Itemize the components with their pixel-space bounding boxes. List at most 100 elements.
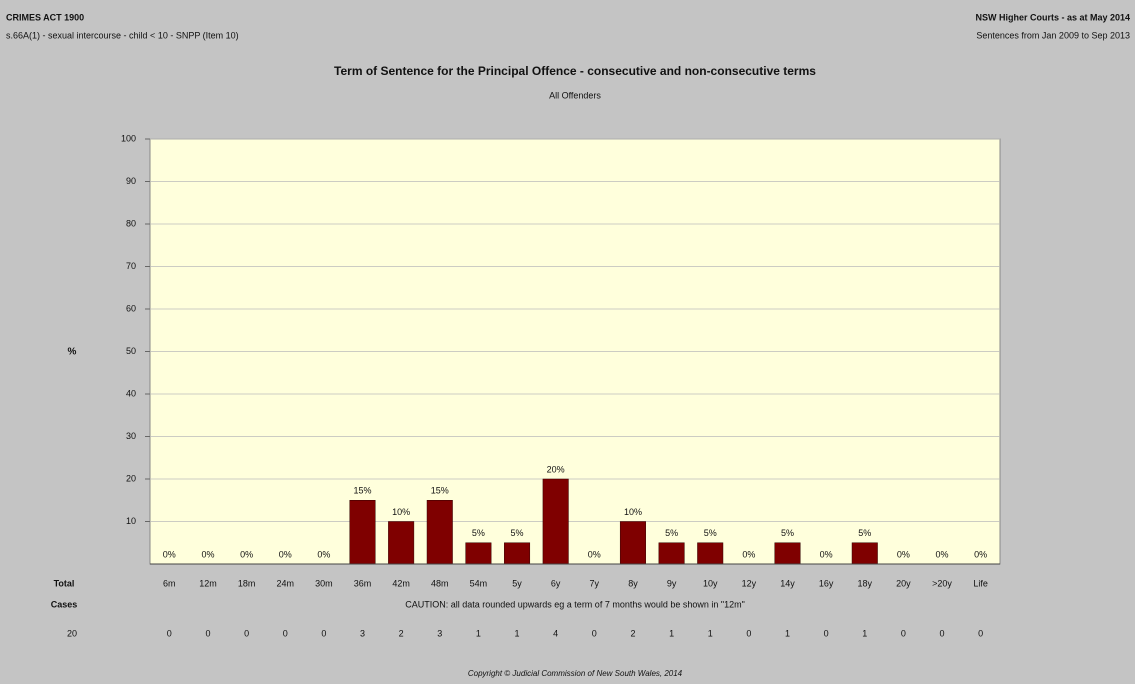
x-tick-label: 18y — [858, 578, 873, 588]
y-tick-label: 100 — [121, 133, 136, 143]
value-label: 0% — [936, 549, 949, 559]
case-count: 2 — [399, 628, 404, 638]
x-tick-label: 36m — [354, 578, 372, 588]
bar — [774, 542, 801, 565]
y-tick-label: 10 — [126, 516, 136, 526]
case-count: 0 — [824, 628, 829, 638]
x-tick-label: 5y — [512, 578, 522, 588]
header-right-title: NSW Higher Courts - as at May 2014 — [975, 12, 1130, 22]
value-label: 0% — [163, 549, 176, 559]
y-tick-label: 40 — [126, 388, 136, 398]
value-label: 0% — [317, 549, 330, 559]
bar — [619, 521, 646, 565]
bar — [504, 542, 531, 565]
y-tick-label: 90 — [126, 176, 136, 186]
value-label: 0% — [240, 549, 253, 559]
caution-note: CAUTION: all data rounded upwards eg a t… — [405, 599, 745, 609]
x-tick-label: Life — [973, 578, 988, 588]
x-tick-label: 7y — [590, 578, 600, 588]
case-count: 0 — [205, 628, 210, 638]
case-count: 0 — [592, 628, 597, 638]
value-label: 5% — [781, 528, 794, 538]
copyright: Copyright © Judicial Commission of New S… — [468, 669, 683, 678]
x-tick-label: >20y — [932, 578, 952, 588]
value-label: 0% — [588, 549, 601, 559]
total-cases: 20 — [67, 628, 77, 638]
cases-label: Cases — [51, 599, 78, 609]
case-count: 1 — [515, 628, 520, 638]
y-tick-label: 70 — [126, 261, 136, 271]
case-count: 0 — [901, 628, 906, 638]
y-tick-label: 20 — [126, 473, 136, 483]
x-tick-label: 8y — [628, 578, 638, 588]
x-tick-label: 16y — [819, 578, 834, 588]
x-tick-label: 10y — [703, 578, 718, 588]
case-count: 3 — [360, 628, 365, 638]
x-tick-label: 12m — [199, 578, 217, 588]
bar — [851, 542, 878, 565]
case-count: 1 — [669, 628, 674, 638]
value-label: 10% — [392, 507, 410, 517]
case-count: 0 — [978, 628, 983, 638]
case-count: 1 — [862, 628, 867, 638]
case-count: 0 — [283, 628, 288, 638]
value-label: 0% — [279, 549, 292, 559]
value-label: 15% — [353, 486, 371, 496]
value-label: 5% — [665, 528, 678, 538]
bar — [349, 500, 376, 565]
bar — [388, 521, 415, 565]
header-left-title: CRIMES ACT 1900 — [6, 12, 84, 22]
value-label: 0% — [897, 549, 910, 559]
case-count: 0 — [167, 628, 172, 638]
case-count: 0 — [746, 628, 751, 638]
x-tick-label: 30m — [315, 578, 333, 588]
case-count: 2 — [630, 628, 635, 638]
value-label: 5% — [472, 528, 485, 538]
x-tick-label: 6m — [163, 578, 176, 588]
case-count: 3 — [437, 628, 442, 638]
header-right-subtitle: Sentences from Jan 2009 to Sep 2013 — [976, 30, 1130, 40]
value-label: 5% — [704, 528, 717, 538]
x-tick-label: 42m — [392, 578, 410, 588]
value-label: 0% — [974, 549, 987, 559]
y-tick-label: 80 — [126, 218, 136, 228]
bar — [658, 542, 685, 565]
chart-title: Term of Sentence for the Principal Offen… — [334, 64, 816, 78]
x-tick-label: 54m — [470, 578, 488, 588]
case-count: 1 — [785, 628, 790, 638]
bar — [465, 542, 492, 565]
x-tick-label: 20y — [896, 578, 911, 588]
bar — [426, 500, 453, 565]
value-label: 20% — [547, 464, 565, 474]
x-tick-label: 18m — [238, 578, 256, 588]
case-count: 0 — [244, 628, 249, 638]
y-tick-label: 50 — [126, 346, 136, 356]
value-label: 5% — [858, 528, 871, 538]
value-label: 15% — [431, 486, 449, 496]
case-count: 1 — [708, 628, 713, 638]
total-label: Total — [54, 578, 75, 588]
bar — [697, 542, 724, 565]
header-left-subtitle: s.66A(1) - sexual intercourse - child < … — [6, 30, 239, 40]
x-tick-label: 12y — [742, 578, 757, 588]
x-tick-label: 6y — [551, 578, 561, 588]
y-tick-label: 30 — [126, 431, 136, 441]
y-tick-label: 60 — [126, 303, 136, 313]
x-tick-label: 48m — [431, 578, 449, 588]
value-label: 0% — [201, 549, 214, 559]
value-label: 0% — [820, 549, 833, 559]
value-label: 5% — [511, 528, 524, 538]
x-tick-label: 14y — [780, 578, 795, 588]
value-label: 10% — [624, 507, 642, 517]
y-axis-label: % — [68, 347, 77, 358]
value-label: 0% — [742, 549, 755, 559]
x-tick-label: 9y — [667, 578, 677, 588]
case-count: 4 — [553, 628, 558, 638]
case-count: 0 — [321, 628, 326, 638]
chart-subtitle: All Offenders — [549, 90, 601, 100]
case-count: 1 — [476, 628, 481, 638]
x-tick-label: 24m — [276, 578, 294, 588]
bar — [542, 478, 569, 565]
case-count: 0 — [940, 628, 945, 638]
